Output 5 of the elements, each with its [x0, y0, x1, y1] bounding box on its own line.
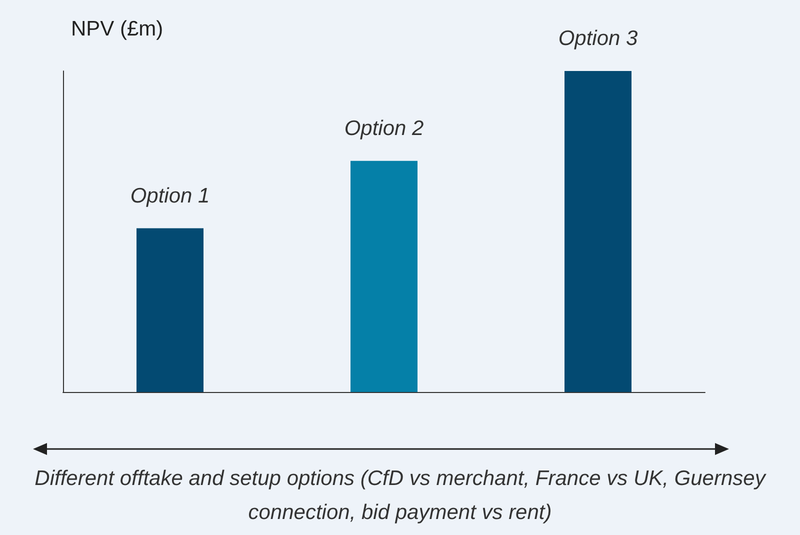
- x-tick-label: Option 2: [344, 116, 424, 140]
- x-axis-title: Different offtake and setup options (CfD vs merchant, France vs UK, Guernsey connection, bid payment vs rent): [34, 466, 768, 526]
- x-tick-label: Option 3: [558, 27, 638, 50]
- x-tick-label: Option 1: [130, 184, 210, 208]
- y-axis-title: NPV (£m): [71, 18, 164, 40]
